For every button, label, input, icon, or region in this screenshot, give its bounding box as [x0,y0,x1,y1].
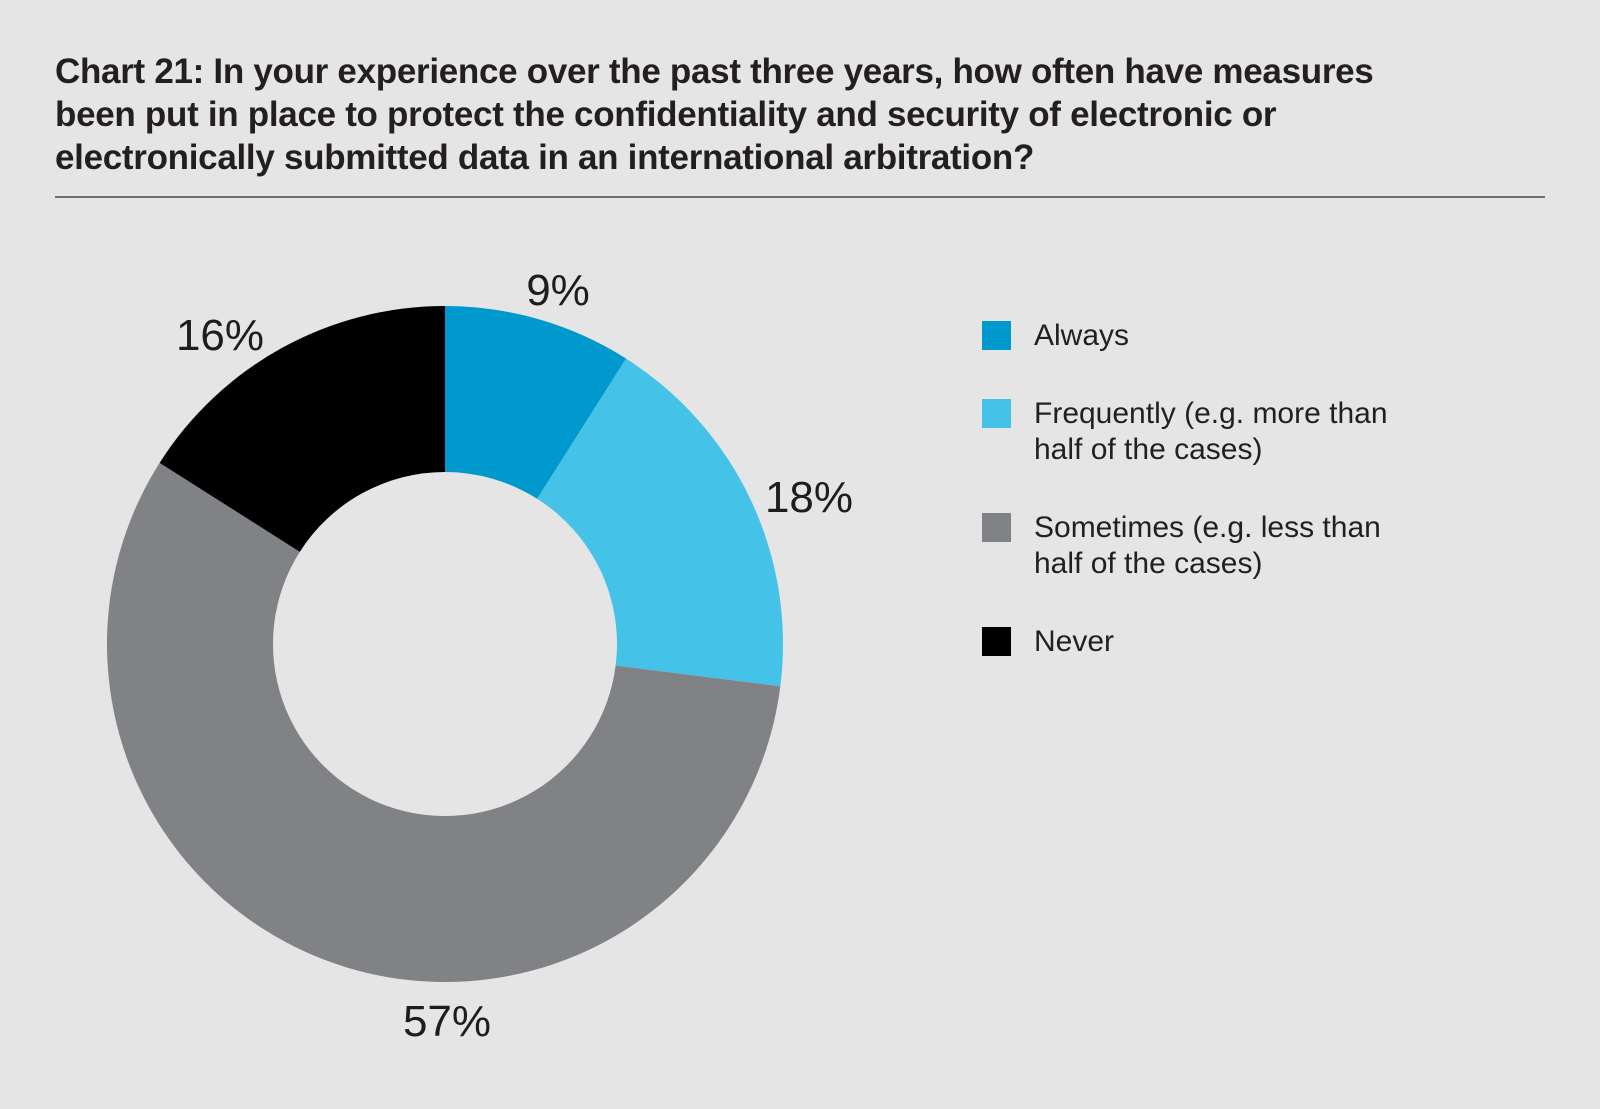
legend-label-never-line-1: Never [1034,625,1115,658]
pct-label-frequently: 18% [764,473,854,522]
legend-label-always: Always [1034,318,1129,354]
donut-segment-never [159,306,445,552]
legend-item-frequently: Frequently (e.g. more than half of the c… [982,396,1542,468]
legend-label-sometimes-line-1: Sometimes (e.g. less than [1034,511,1381,544]
donut-segments [106,306,783,983]
title-line-2: been put in place to protect the confide… [55,95,1277,134]
donut-segment-always [445,306,627,499]
title-line-1: Chart 21: In your experience over the pa… [55,52,1374,91]
legend-label-never: Never [1034,624,1114,660]
legend-label-always-line-1: Always [1034,319,1130,352]
donut-segment-frequently [537,358,783,687]
legend-swatch-never [982,627,1011,656]
donut-segment-sometimes [106,462,781,983]
legend-label-frequently: Frequently (e.g. more than half of the c… [1034,396,1388,468]
title-divider-rule [55,196,1545,198]
legend-label-sometimes-line-2: half of the cases) [1034,547,1263,580]
legend-swatch-always [982,321,1011,350]
pct-label-sometimes: 57% [402,997,492,1046]
pct-label-always: 9% [526,266,590,315]
legend-label-frequently-line-1: Frequently (e.g. more than [1034,397,1388,430]
legend-label-sometimes: Sometimes (e.g. less than half of the ca… [1034,510,1381,582]
title-line-3: electronically submitted data in an inte… [55,138,1035,177]
legend-item-always: Always [982,318,1542,354]
legend-item-never: Never [982,624,1542,660]
legend-swatch-frequently [982,399,1011,428]
legend-item-sometimes: Sometimes (e.g. less than half of the ca… [982,510,1542,582]
page-title: Chart 21: In your experience over the pa… [55,50,1374,179]
pct-label-never: 16% [175,311,265,360]
chart-legend: Always Frequently (e.g. more than half o… [982,318,1542,660]
legend-label-frequently-line-2: half of the cases) [1034,433,1263,466]
legend-swatch-sometimes [982,513,1011,542]
